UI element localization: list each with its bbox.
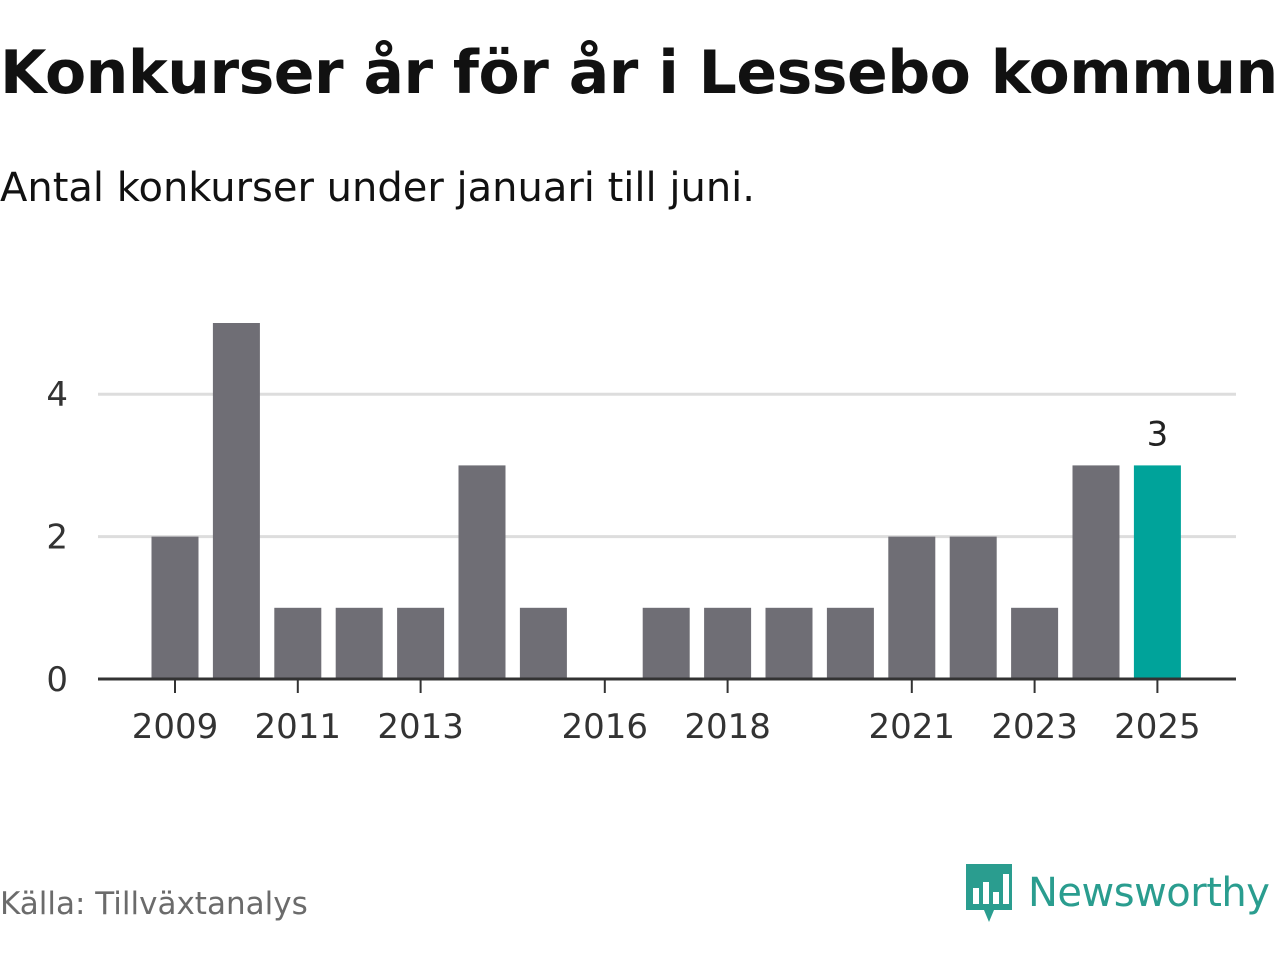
y-tick-label-2: 2 <box>46 518 68 558</box>
source-note: Källa: Tillväxtanalys <box>0 886 308 922</box>
chart-subtitle: Antal konkurser under januari till juni. <box>0 165 755 211</box>
x-tick-label-2011: 2011 <box>255 707 342 747</box>
grid-layer <box>98 392 1236 539</box>
y-tick-label-4: 4 <box>46 375 68 415</box>
bar-2024 <box>1072 465 1120 679</box>
bar-2021 <box>888 536 936 679</box>
bar-2025 <box>1133 465 1181 679</box>
brand-name: Newsworthy <box>1028 870 1270 916</box>
bar-2017 <box>642 607 690 679</box>
bar-2023 <box>1011 607 1059 679</box>
x-tick-label-2018: 2018 <box>684 707 771 747</box>
x-tick-label-2021: 2021 <box>869 707 956 747</box>
bar-2019 <box>765 607 813 679</box>
bar-2015 <box>519 607 567 679</box>
y-tick-label-0: 0 <box>46 660 68 700</box>
axis-layer: 0 2 4 2009 2011 2013 2016 2018 2021 2023 2025 <box>46 375 1236 747</box>
brand-logo: Newsworthy <box>964 862 1270 924</box>
x-tick-label-2016: 2016 <box>562 707 649 747</box>
bar-2011 <box>274 607 322 679</box>
label-layer: 3 <box>1147 414 1169 454</box>
x-tick-label-2009: 2009 <box>132 707 219 747</box>
bar-2013 <box>397 607 445 679</box>
data-label-2025: 3 <box>1147 414 1169 454</box>
chart-title: Konkurser år för år i Lessebo kommun <box>0 38 1278 108</box>
bar-layer <box>151 323 1181 679</box>
bar-2009 <box>151 536 199 679</box>
newsworthy-chart-logo-icon <box>966 864 1012 922</box>
bar-2012 <box>335 607 383 679</box>
x-tick-label-2023: 2023 <box>991 707 1078 747</box>
bar-2010 <box>212 323 260 679</box>
bar-2022 <box>949 536 997 679</box>
x-tick-label-2013: 2013 <box>377 707 464 747</box>
bar-2018 <box>704 607 752 679</box>
bar-2014 <box>458 465 506 679</box>
bar-2020 <box>826 607 874 679</box>
x-tick-label-2025: 2025 <box>1114 707 1201 747</box>
bar-chart: 0 2 4 2009 2011 2013 2016 2018 2021 2023 2025 3 <box>46 323 1236 747</box>
